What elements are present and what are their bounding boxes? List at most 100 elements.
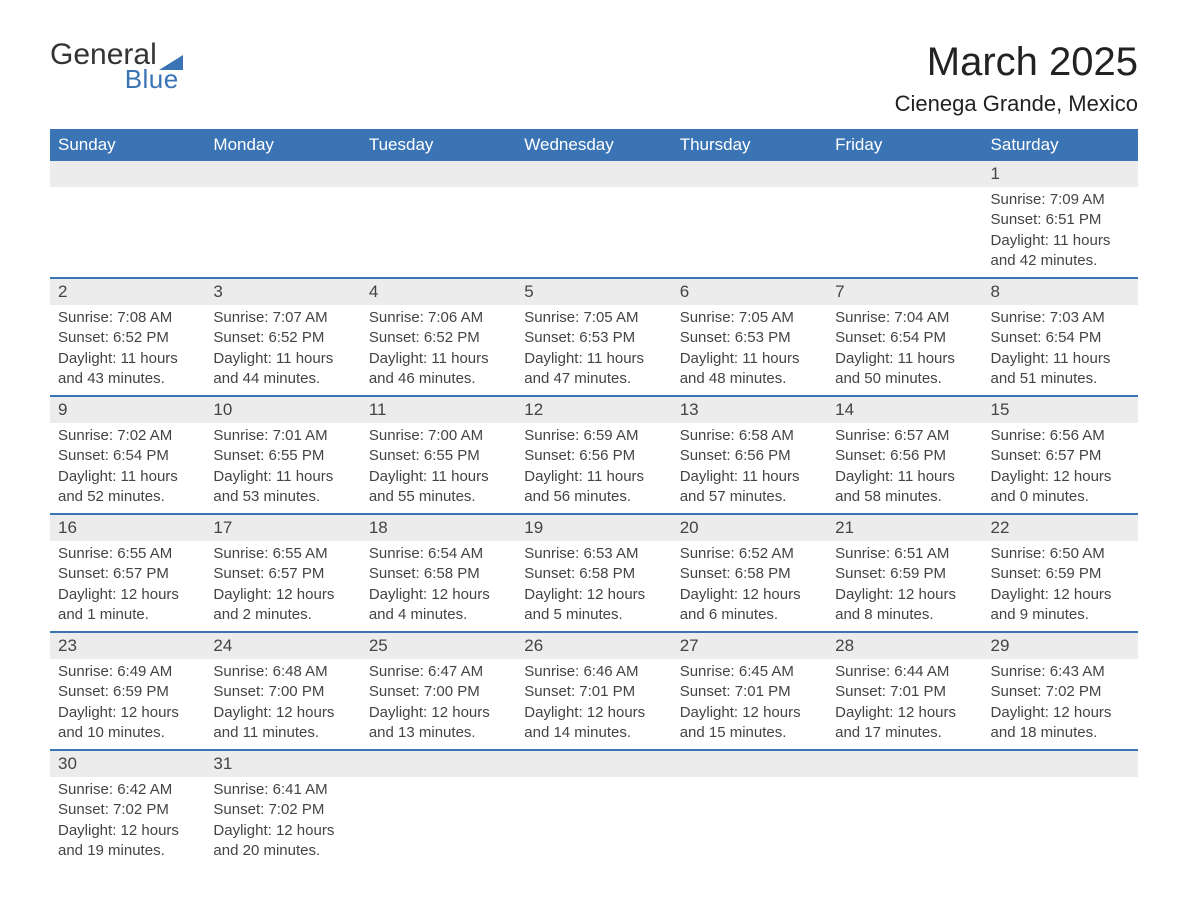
sunrise-text: Sunrise: 6:59 AM	[524, 426, 663, 446]
daynum-row: 1	[50, 161, 1138, 187]
month-title: March 2025	[895, 40, 1138, 85]
daylight-text: Daylight: 12 hours and 17 minutes.	[835, 703, 974, 744]
col-friday: Friday	[827, 129, 982, 161]
sunset-text: Sunset: 7:02 PM	[991, 682, 1130, 702]
sunset-text: Sunset: 7:01 PM	[524, 682, 663, 702]
logo: General Blue	[50, 40, 183, 92]
sunset-text: Sunset: 6:59 PM	[835, 564, 974, 584]
day-number-cell: 13	[672, 396, 827, 423]
day-detail-cell	[827, 187, 982, 278]
day-number-cell	[983, 750, 1138, 777]
weekday-header-row: Sunday Monday Tuesday Wednesday Thursday…	[50, 129, 1138, 161]
day-number-cell	[50, 161, 205, 187]
sunrise-text: Sunrise: 7:09 AM	[991, 190, 1130, 210]
calendar-table: Sunday Monday Tuesday Wednesday Thursday…	[50, 129, 1138, 867]
day-detail-cell: Sunrise: 6:49 AMSunset: 6:59 PMDaylight:…	[50, 659, 205, 750]
day-detail-cell	[672, 187, 827, 278]
day-number-cell: 11	[361, 396, 516, 423]
detail-row: Sunrise: 6:55 AMSunset: 6:57 PM Daylight:…	[50, 541, 1138, 632]
day-detail-cell	[516, 187, 671, 278]
sunrise-text: Sunrise: 7:04 AM	[835, 308, 974, 328]
day-detail-cell: Sunrise: 7:08 AMSunset: 6:52 PMDaylight:…	[50, 305, 205, 396]
col-thursday: Thursday	[672, 129, 827, 161]
day-detail-cell: Sunrise: 6:50 AMSunset: 6:59 PMDaylight:…	[983, 541, 1138, 632]
day-detail-cell	[361, 187, 516, 278]
col-saturday: Saturday	[983, 129, 1138, 161]
day-detail-cell	[827, 777, 982, 867]
sunrise-text: Sunrise: 7:06 AM	[369, 308, 508, 328]
day-detail-cell: Sunrise: 7:01 AMSunset: 6:55 PMDaylight:…	[205, 423, 360, 514]
daylight-text: Daylight: 11 hours and 56 minutes.	[524, 467, 663, 508]
day-detail-cell: Sunrise: 6:58 AMSunset: 6:56 PMDaylight:…	[672, 423, 827, 514]
daylight-text: Daylight: 12 hours and 6 minutes.	[680, 585, 819, 626]
day-number-cell	[827, 750, 982, 777]
daylight-text: Daylight: 12 hours and 4 minutes.	[369, 585, 508, 626]
sunrise-text: Sunrise: 6:42 AM	[58, 780, 197, 800]
sunset-text: Sunset: 7:02 PM	[58, 800, 197, 820]
daylight-text: Daylight: 11 hours and 53 minutes.	[213, 467, 352, 508]
day-number-cell	[516, 750, 671, 777]
day-number-cell: 20	[672, 514, 827, 541]
daynum-row: 9101112131415	[50, 396, 1138, 423]
day-number-cell: 1	[983, 161, 1138, 187]
sunset-text: Sunset: 6:54 PM	[835, 328, 974, 348]
sunrise-text: Sunrise: 6:51 AM	[835, 544, 974, 564]
sunrise-text: Sunrise: 7:05 AM	[680, 308, 819, 328]
day-detail-cell: Sunrise: 6:46 AMSunset: 7:01 PMDaylight:…	[516, 659, 671, 750]
sunrise-text: Sunrise: 6:45 AM	[680, 662, 819, 682]
day-number-cell: 22	[983, 514, 1138, 541]
sunrise-text: Sunrise: 7:03 AM	[991, 308, 1130, 328]
daynum-row: 23242526272829	[50, 632, 1138, 659]
day-detail-cell: Sunrise: 6:41 AMSunset: 7:02 PMDaylight:…	[205, 777, 360, 867]
sunrise-text: Sunrise: 6:49 AM	[58, 662, 197, 682]
daylight-text: Daylight: 11 hours and 46 minutes.	[369, 349, 508, 390]
sunset-text: Sunset: 6:51 PM	[991, 210, 1130, 230]
sunrise-text: Sunrise: 6:52 AM	[680, 544, 819, 564]
title-block: March 2025 Cienega Grande, Mexico	[895, 40, 1138, 117]
daylight-text: Daylight: 12 hours and 14 minutes.	[524, 703, 663, 744]
day-number-cell	[205, 161, 360, 187]
daylight-text: Daylight: 11 hours and 47 minutes.	[524, 349, 663, 390]
daylight-text: Daylight: 12 hours and 18 minutes.	[991, 703, 1130, 744]
day-number-cell: 7	[827, 278, 982, 305]
sunset-text: Sunset: 6:57 PM	[213, 564, 352, 584]
day-number-cell: 2	[50, 278, 205, 305]
daylight-text: Daylight: 11 hours and 50 minutes.	[835, 349, 974, 390]
sunrise-text: Sunrise: 7:05 AM	[524, 308, 663, 328]
day-detail-cell	[983, 777, 1138, 867]
sunrise-text: Sunrise: 6:43 AM	[991, 662, 1130, 682]
sunset-text: Sunset: 7:01 PM	[835, 682, 974, 702]
day-number-cell: 17	[205, 514, 360, 541]
daylight-text: Daylight: 11 hours and 52 minutes.	[58, 467, 197, 508]
day-number-cell: 27	[672, 632, 827, 659]
daynum-row: 2345678	[50, 278, 1138, 305]
day-detail-cell	[672, 777, 827, 867]
sunset-text: Sunset: 6:55 PM	[369, 446, 508, 466]
sunrise-text: Sunrise: 6:55 AM	[213, 544, 352, 564]
sunset-text: Sunset: 6:52 PM	[213, 328, 352, 348]
sunset-text: Sunset: 6:59 PM	[58, 682, 197, 702]
day-detail-cell: Sunrise: 6:51 AMSunset: 6:59 PMDaylight:…	[827, 541, 982, 632]
sunset-text: Sunset: 7:02 PM	[213, 800, 352, 820]
daylight-text: Daylight: 11 hours and 48 minutes.	[680, 349, 819, 390]
daylight-text: Daylight: 12 hours and 0 minutes.	[991, 467, 1130, 508]
day-number-cell: 18	[361, 514, 516, 541]
detail-row: Sunrise: 6:49 AMSunset: 6:59 PM Daylight:…	[50, 659, 1138, 750]
sunset-text: Sunset: 6:54 PM	[991, 328, 1130, 348]
sunset-text: Sunset: 6:58 PM	[524, 564, 663, 584]
day-detail-cell: Sunrise: 7:06 AMSunset: 6:52 PMDaylight:…	[361, 305, 516, 396]
day-number-cell: 25	[361, 632, 516, 659]
daylight-text: Daylight: 12 hours and 1 minute.	[58, 585, 197, 626]
day-detail-cell: Sunrise: 6:56 AMSunset: 6:57 PMDaylight:…	[983, 423, 1138, 514]
day-number-cell: 15	[983, 396, 1138, 423]
daylight-text: Daylight: 12 hours and 13 minutes.	[369, 703, 508, 744]
day-detail-cell	[516, 777, 671, 867]
daylight-text: Daylight: 11 hours and 57 minutes.	[680, 467, 819, 508]
sunrise-text: Sunrise: 7:00 AM	[369, 426, 508, 446]
day-detail-cell: Sunrise: 7:05 AMSunset: 6:53 PMDaylight:…	[672, 305, 827, 396]
day-number-cell: 30	[50, 750, 205, 777]
day-number-cell	[516, 161, 671, 187]
sunrise-text: Sunrise: 6:58 AM	[680, 426, 819, 446]
daylight-text: Daylight: 11 hours and 44 minutes.	[213, 349, 352, 390]
day-detail-cell: Sunrise: 6:52 AMSunset: 6:58 PMDaylight:…	[672, 541, 827, 632]
